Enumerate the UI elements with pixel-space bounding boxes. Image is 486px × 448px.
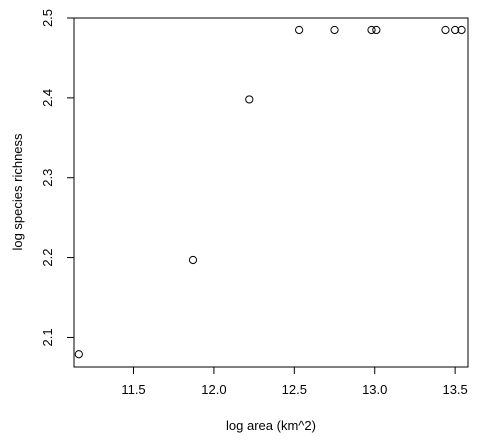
y-tick-label: 2.1 (40, 328, 55, 346)
y-axis-title: log species richness (10, 133, 25, 251)
x-tick-label: 12.0 (201, 382, 226, 397)
x-axis-title: log area (km^2) (226, 418, 316, 433)
data-point (245, 95, 254, 104)
y-tick-label: 2.5 (40, 9, 55, 27)
x-tick-label: 11.5 (121, 382, 145, 397)
data-point (330, 25, 339, 35)
data-point (188, 255, 198, 265)
data-points (74, 25, 466, 359)
y-axis: 2.1 2.2 2.3 2.4 2.5 (40, 9, 74, 346)
x-tick-label: 12.5 (282, 382, 307, 397)
data-point (74, 350, 83, 359)
x-tick-label: 13.5 (442, 382, 467, 397)
x-axis: 11.5 12.0 12.5 13.0 13.5 (121, 367, 468, 397)
y-tick-label: 2.2 (40, 249, 55, 267)
data-point (441, 25, 450, 35)
y-tick-label: 2.3 (40, 169, 55, 187)
x-tick-label: 13.0 (362, 382, 387, 397)
data-point (372, 25, 381, 35)
data-point (295, 25, 304, 35)
plot-frame (73, 17, 469, 368)
data-point (457, 25, 466, 35)
data-point (451, 25, 460, 35)
data-point (367, 25, 376, 35)
y-tick-label: 2.4 (40, 89, 55, 107)
